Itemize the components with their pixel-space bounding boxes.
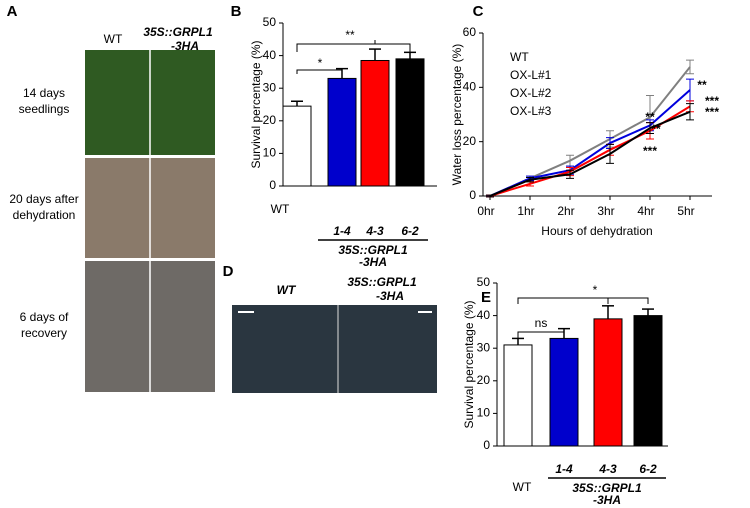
significance: ***	[643, 144, 657, 158]
x-axis-label: Hours of dehydration	[541, 224, 652, 238]
x-tick-label: 6-2	[639, 462, 657, 476]
y-tick-label: 20	[477, 373, 491, 387]
y-tick-label: 30	[477, 340, 491, 354]
y-axis-label: Survival percentage (%)	[462, 300, 476, 428]
row-label: seedlings	[19, 102, 70, 116]
bar	[360, 59, 390, 187]
legend-entry: WT	[510, 50, 529, 64]
significance: **	[345, 28, 355, 42]
column-label: -3HA	[376, 289, 404, 303]
x-tick-label: WT	[513, 480, 532, 494]
photo	[232, 305, 437, 393]
significance: *	[593, 283, 598, 297]
row-label: 6 days of	[20, 310, 69, 324]
significance-bracket	[296, 40, 411, 52]
y-axis-label: Water loss percentage (%)	[450, 44, 464, 186]
significance-bracket	[517, 297, 649, 304]
significance: **	[651, 122, 661, 136]
y-tick-label: 40	[477, 308, 491, 322]
bar	[282, 105, 312, 187]
bar	[633, 315, 663, 447]
column-label: WT	[104, 32, 123, 46]
panel-label: D	[223, 263, 234, 280]
column-label: 35S::GRPL1	[143, 25, 213, 39]
y-tick-label: 20	[463, 134, 477, 148]
group-label: -3HA	[359, 255, 387, 269]
significance: **	[697, 78, 707, 92]
significance: **	[645, 110, 655, 124]
x-tick-label: 2hr	[557, 204, 574, 218]
x-tick-label: 3hr	[597, 204, 614, 218]
legend-entry: OX-L#1	[510, 68, 552, 82]
x-tick-label: 6-2	[401, 224, 419, 238]
bar	[549, 337, 579, 447]
column-label: -3HA	[171, 39, 199, 53]
group-label: -3HA	[593, 493, 621, 507]
bar	[395, 58, 425, 187]
line	[489, 110, 691, 197]
row-label: 14 days	[23, 86, 65, 100]
y-tick-label: 0	[483, 438, 490, 452]
panel-label: C	[473, 3, 484, 20]
significance: ***	[705, 105, 719, 119]
row-label: recovery	[21, 326, 67, 340]
panel-label: B	[231, 3, 242, 20]
y-tick-label: 40	[263, 48, 277, 62]
x-tick-label: 1-4	[555, 462, 573, 476]
error-bar	[686, 103, 694, 121]
y-tick-label: 50	[477, 275, 491, 289]
y-tick-label: 0	[269, 178, 276, 192]
legend-entry: OX-L#3	[510, 104, 552, 118]
panel-label: E	[481, 289, 491, 306]
x-tick-label: 4-3	[365, 224, 384, 238]
significance: ***	[705, 94, 719, 108]
x-tick-label: 4-3	[598, 462, 617, 476]
y-tick-label: 30	[263, 80, 277, 94]
y-tick-label: 40	[463, 80, 477, 94]
legend-entry: OX-L#2	[510, 86, 552, 100]
column-label: 35S::GRPL1	[347, 275, 417, 289]
y-tick-label: 20	[263, 113, 277, 127]
panel-label: A	[7, 3, 18, 20]
line	[489, 105, 691, 197]
x-tick-label: 0hr	[477, 204, 494, 218]
significance: *	[318, 56, 323, 70]
line	[489, 89, 691, 197]
group-label: 35S::GRPL1	[338, 243, 408, 257]
x-tick-label: 1hr	[517, 204, 534, 218]
bar	[327, 77, 357, 187]
x-tick-label: 5hr	[677, 204, 694, 218]
bar	[593, 318, 623, 447]
y-tick-label: 50	[263, 15, 277, 29]
significance-bracket	[296, 69, 343, 74]
bar	[503, 344, 533, 447]
group-label: 35S::GRPL1	[572, 481, 642, 495]
x-tick-label: 1-4	[333, 224, 351, 238]
y-tick-label: 10	[477, 406, 491, 420]
row-label: 20 days after	[9, 192, 78, 206]
y-tick-label: 60	[463, 25, 477, 39]
significance: ns	[535, 316, 548, 330]
x-tick-label: WT	[271, 202, 290, 216]
row-label: dehydration	[13, 208, 76, 222]
y-tick-label: 10	[263, 146, 277, 160]
y-tick-label: 0	[469, 188, 476, 202]
x-tick-label: 4hr	[637, 204, 654, 218]
column-label: WT	[277, 283, 297, 297]
y-axis-label: Survival percentage (%)	[249, 40, 263, 168]
